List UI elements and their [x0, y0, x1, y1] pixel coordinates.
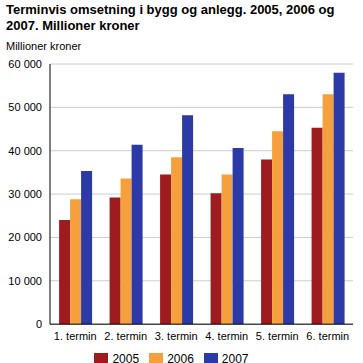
- html-text:Terminvis omsetning i bygg og: Terminvis omsetning i bygg og anlegg. 20…: [6, 2, 335, 33]
- svg-text:1. termin: 1. termin: [54, 330, 97, 342]
- svg-text:0: 0: [36, 318, 42, 330]
- svg-text:40 000: 40 000: [8, 145, 42, 157]
- svg-text:20 000: 20 000: [8, 231, 42, 243]
- html-text:Millioner kroner: Millioner kroner: [6, 40, 82, 52]
- svg-text:10 000: 10 000: [8, 275, 42, 287]
- svg-text:4. termin: 4. termin: [205, 330, 248, 342]
- svg-text:30 000: 30 000: [8, 188, 42, 200]
- svg-text:5. termin: 5. termin: [256, 330, 299, 342]
- svg-text:6. termin: 6. termin: [306, 330, 349, 342]
- svg-text:2. termin: 2. termin: [104, 330, 147, 342]
- svg-text:50 000: 50 000: [8, 101, 42, 113]
- svg-text:3. termin: 3. termin: [155, 330, 198, 342]
- svg-text:60 000: 60 000: [8, 58, 42, 70]
